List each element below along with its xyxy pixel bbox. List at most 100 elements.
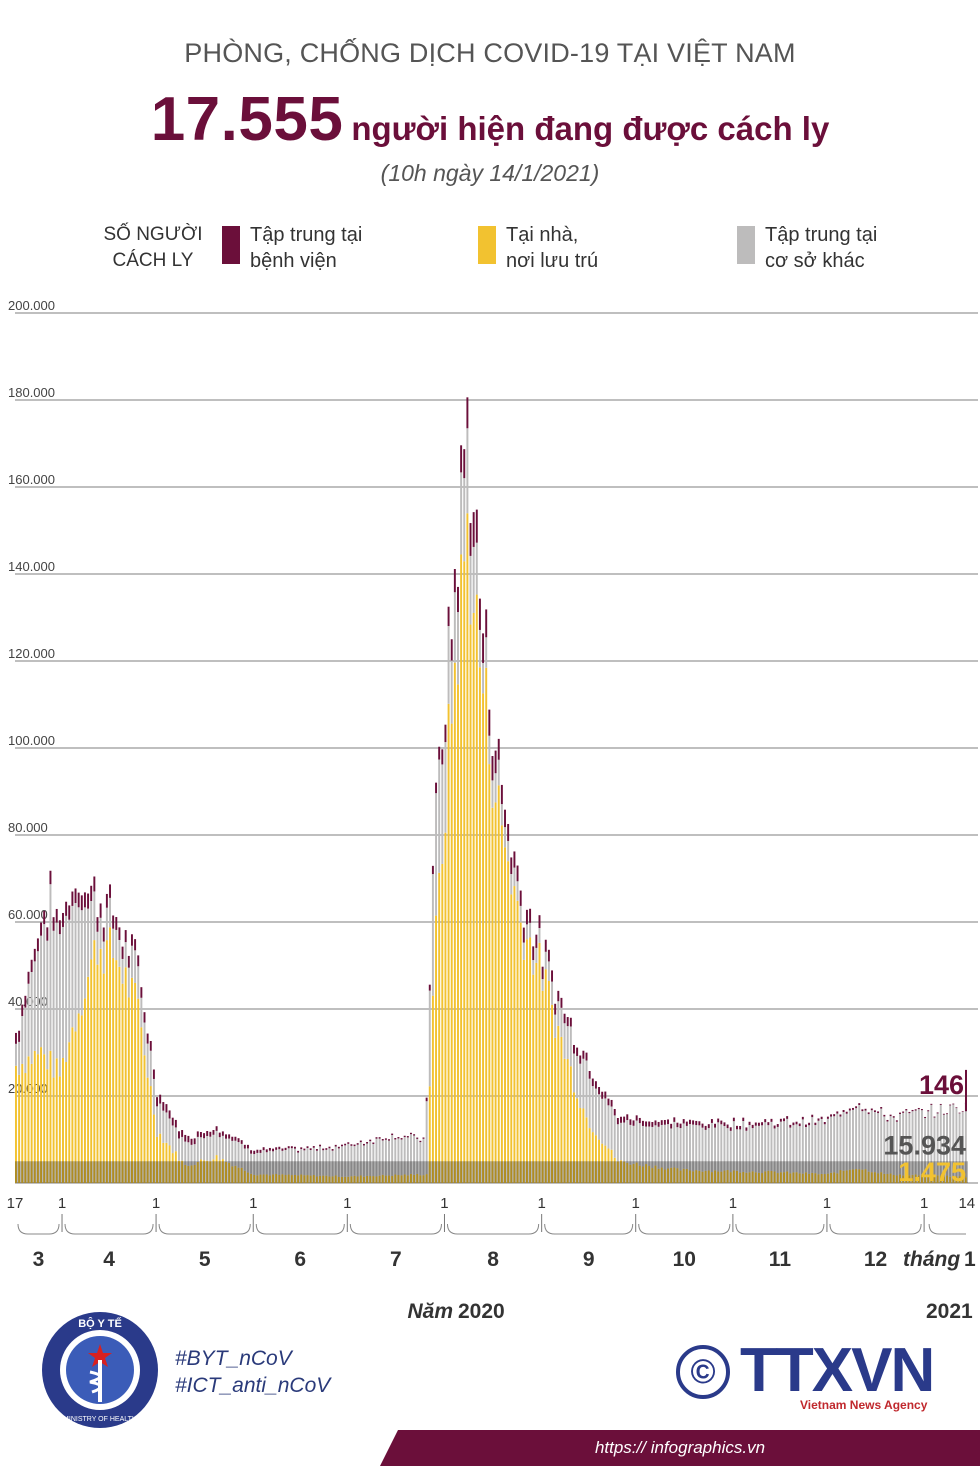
bar-home — [839, 1170, 842, 1183]
bar-other — [168, 1118, 171, 1146]
month-label: 6 — [294, 1248, 306, 1271]
bar-other — [331, 1150, 334, 1177]
bar-home — [193, 1164, 196, 1183]
bar-home — [623, 1161, 626, 1183]
bar-home — [450, 723, 453, 1183]
bar-other — [62, 926, 64, 1058]
bar-home — [303, 1175, 306, 1183]
bar-home — [435, 915, 438, 1183]
isolation-chart: 200.000180.000160.000140.000120.000100.0… — [7, 298, 978, 1323]
month-bracket — [735, 1223, 825, 1235]
bar-hospital — [836, 1111, 839, 1114]
bar-home — [889, 1173, 892, 1183]
bar-other — [513, 867, 516, 887]
bar-other — [679, 1128, 682, 1171]
bar-other — [146, 1043, 149, 1078]
bar-hospital — [190, 1138, 193, 1145]
bar-hospital — [381, 1139, 384, 1141]
bar-home — [209, 1161, 212, 1183]
bar-other — [748, 1125, 751, 1173]
bar-home — [482, 693, 485, 1183]
bar-other — [303, 1150, 306, 1176]
month-bracket — [829, 1223, 922, 1235]
bar-hospital — [196, 1131, 199, 1137]
bar-other — [779, 1121, 782, 1173]
bar-home — [955, 1176, 958, 1183]
bar-hospital — [538, 915, 541, 929]
bar-hospital — [795, 1121, 798, 1125]
bar-home — [525, 939, 528, 1183]
bar-other — [275, 1149, 278, 1175]
bar-hospital — [453, 569, 456, 593]
bar-home — [569, 1066, 572, 1183]
bar-home — [406, 1175, 409, 1183]
bar-hospital — [808, 1122, 811, 1126]
footer-url[interactable]: https:// infographics.vn — [594, 1438, 766, 1457]
bar-other — [90, 901, 93, 960]
bar-home — [265, 1174, 268, 1183]
bar-other — [30, 971, 33, 1064]
bar-other — [18, 1041, 21, 1075]
bar-home — [905, 1174, 908, 1183]
bar-hospital — [557, 990, 560, 1002]
bar-other — [507, 840, 510, 862]
bar-home — [159, 1133, 162, 1183]
bar-home — [334, 1175, 337, 1183]
bar-home — [598, 1139, 601, 1183]
bar-home — [657, 1168, 660, 1183]
bar-home — [127, 997, 130, 1183]
bar-home — [328, 1176, 331, 1183]
x-day-tick: 1 — [343, 1195, 351, 1212]
bar-hospital — [804, 1124, 807, 1128]
x-day-tick: 1 — [632, 1195, 640, 1212]
bar-other — [237, 1142, 240, 1168]
bar-hospital — [240, 1140, 243, 1144]
bar-hospital — [30, 959, 33, 972]
bar-hospital — [215, 1126, 218, 1131]
bar-hospital — [121, 946, 124, 959]
bar-home — [121, 983, 124, 1183]
month-prefix: tháng — [903, 1248, 960, 1271]
bar-home — [24, 1073, 27, 1183]
bar-hospital — [873, 1110, 876, 1113]
bar-hospital — [281, 1148, 284, 1151]
bar-other — [375, 1138, 378, 1177]
bar-home — [754, 1172, 757, 1183]
bar-other — [58, 934, 61, 1077]
bar-hospital — [861, 1109, 864, 1112]
bar-other — [914, 1110, 917, 1175]
bar-hospital — [199, 1132, 202, 1138]
bar-hospital — [112, 915, 115, 929]
bar-home — [632, 1163, 635, 1183]
bar-home — [830, 1172, 833, 1183]
bar-other — [936, 1113, 939, 1176]
bar-other — [435, 793, 438, 916]
bar-hospital — [378, 1137, 381, 1139]
bar-other — [105, 907, 108, 941]
bar-home — [946, 1175, 948, 1183]
bar-other — [33, 961, 36, 1051]
bar-home — [930, 1174, 933, 1183]
bar-hospital — [955, 1107, 958, 1109]
bar-hospital — [613, 1109, 616, 1116]
bar-other — [140, 997, 143, 1028]
bar-hospital — [372, 1142, 375, 1144]
bar-hospital — [475, 509, 478, 543]
bar-home — [626, 1162, 629, 1183]
bar-hospital — [65, 901, 68, 916]
bar-home — [268, 1175, 271, 1183]
bar-hospital — [751, 1124, 754, 1129]
bar-hospital — [927, 1110, 930, 1112]
bar-hospital — [171, 1117, 174, 1126]
bar-hospital — [262, 1147, 265, 1151]
bar-hospital — [221, 1131, 224, 1136]
bar-other — [641, 1125, 644, 1167]
bar-hospital — [569, 1017, 572, 1027]
bar-home — [472, 612, 475, 1183]
bar-hospital — [40, 922, 43, 936]
bar-hospital — [739, 1126, 742, 1130]
bar-home — [811, 1172, 814, 1183]
bar-hospital — [952, 1103, 955, 1105]
bar-other — [137, 966, 140, 999]
bar-home — [908, 1175, 911, 1183]
